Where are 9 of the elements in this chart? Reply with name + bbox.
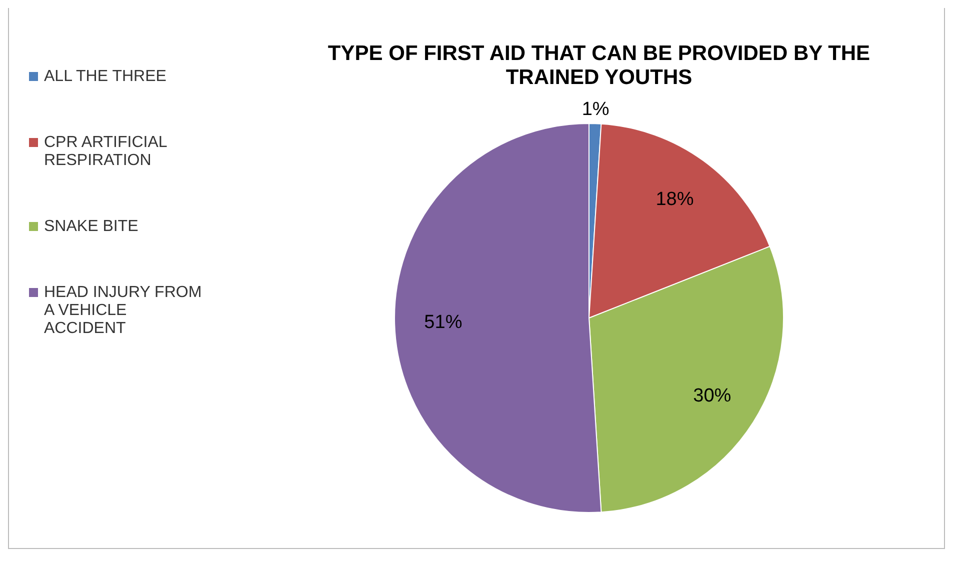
chart-title: TYPE OF FIRST AID THAT CAN BE PROVIDED BY THE TRAINED YOUTHS [326,42,872,90]
data-label: 30% [693,385,732,406]
legend-label: CPR ARTIFICIAL RESPIRATION [44,134,168,170]
data-label: 18% [656,189,694,210]
data-label: 1% [582,98,610,120]
legend-label: SNAKE BITE [44,218,140,236]
legend-label: ALL THE THREE [44,68,168,86]
legend-label: HEAD INJURY FROM A VEHICLE ACCIDENT [44,284,203,338]
data-label: 51% [424,312,462,333]
